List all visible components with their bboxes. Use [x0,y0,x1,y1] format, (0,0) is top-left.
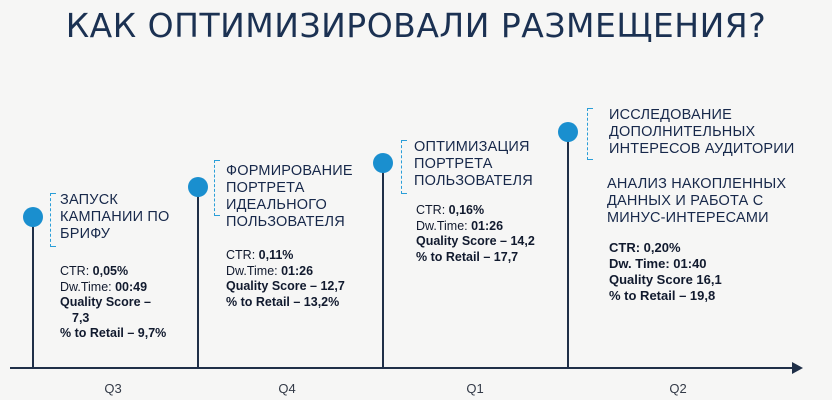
stage-1-line [32,218,34,368]
stage-1-quality-score: Quality Score – [60,295,152,309]
stage-3-metrics: CTR: 0,16% Dw.Time: 01:26 Quality Score … [416,203,535,265]
stage-3-marker [373,153,393,173]
stage-1-bracket [50,193,56,247]
stage-3-retail: % to Retail – 17,7 [416,249,519,264]
stage-4-quality-score: Quality Score 16,1 [609,272,722,287]
stage-4-bracket [587,108,593,160]
quarter-q1: Q1 [466,381,484,396]
quarter-q2: Q2 [669,381,687,396]
quarter-q3: Q3 [104,381,122,396]
stage-3-dwtime: Dw.Time: 01:26 [416,218,504,233]
stage-1-heading: ЗАПУСК КАМПАНИИ ПО БРИФУ [60,192,170,242]
stage-2-bracket [214,160,220,216]
stage-1-quality-score-value: 7,3 [72,310,90,325]
stage-4-retail: % to Retail – 19,8 [609,288,716,303]
stage-2-marker [188,177,208,197]
stage-4-line [567,140,569,368]
stage-1-ctr: CTR: 0,05% [60,264,129,278]
stage-4-subheading: АНАЛИЗ НАКОПЛЕННЫХ ДАННЫХ И РАБОТА С МИН… [607,176,787,226]
stage-3-ctr: CTR: 0,16% [416,203,485,217]
quarter-q4: Q4 [278,381,296,396]
stage-4-heading: ИССЛЕДОВАНИЕ ДОПОЛНИТЕЛЬНЫХ ИНТЕРЕСОВ АУ… [609,107,795,157]
stage-2-retail: % to Retail – 13,2% [226,294,340,309]
stage-1-retail: % to Retail – 9,7% [60,326,167,340]
stage-4-metrics: CTR: 0,20% Dw. Time: 01:40 Quality Score… [609,240,722,304]
stage-2-ctr: CTR: 0,11% [226,248,294,262]
page-title: КАК ОПТИМИЗИРОВАЛИ РАЗМЕЩЕНИЯ? [65,6,767,45]
stage-1-marker [23,207,43,227]
stage-4-dwtime: Dw. Time: 01:40 [609,256,707,271]
stage-2-heading: ФОРМИРОВАНИЕ ПОРТРЕТА ИДЕАЛЬНОГО ПОЛЬЗОВ… [226,163,353,230]
stage-3-heading: ОПТИМИЗАЦИЯ ПОРТРЕТА ПОЛЬЗОВАТЕЛЯ [414,139,533,189]
stage-3-line [382,172,384,368]
timeline-axis [10,367,794,369]
stage-2-dwtime: Dw.Time: 01:26 [226,263,314,278]
stage-3-quality-score: Quality Score – 14,2 [416,234,535,248]
stage-2-line [197,196,199,368]
stage-2-metrics: CTR: 0,11% Dw.Time: 01:26 Quality Score … [226,248,345,310]
timeline-arrow-icon [792,362,803,374]
stage-1-metrics: CTR: 0,05% Dw.Time: 00:49 Quality Score … [60,264,166,342]
stage-2-quality-score: Quality Score – 12,7 [226,279,345,293]
stage-1-dwtime: Dw.Time: 00:49 [60,279,148,294]
stage-3-bracket [401,140,407,194]
stage-4-marker [558,122,578,142]
stage-4-ctr: CTR: 0,20% [609,240,681,255]
